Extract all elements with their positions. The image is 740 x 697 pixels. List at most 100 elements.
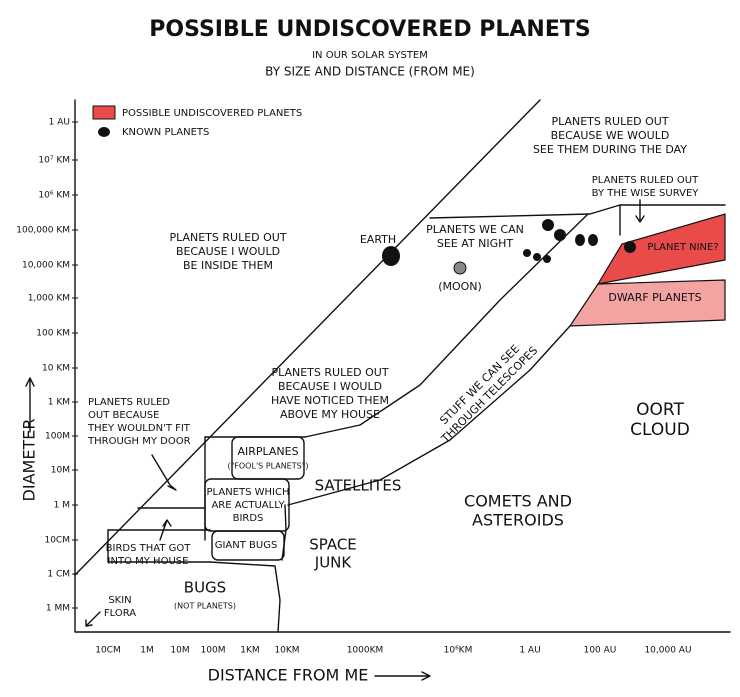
region-text: SEE THEM DURING THE DAY — [533, 143, 687, 156]
planet — [575, 234, 585, 246]
planet — [554, 229, 566, 241]
planet — [523, 249, 531, 257]
region-text: GIANT BUGS — [215, 540, 278, 551]
region-text: ARE ACTUALLY — [211, 500, 285, 511]
earth — [382, 246, 400, 266]
region-label: SKIN FLORA — [104, 595, 136, 619]
region-text: BECAUSE WE WOULD — [551, 129, 670, 142]
region-text: PLANETS WHICH — [207, 487, 290, 498]
region-text: INTO MY HOUSE — [108, 556, 189, 567]
region-label: GIANT BUGS — [215, 540, 278, 551]
x-tick-label: 10CM — [95, 646, 121, 656]
region-label: PLANETS RULED OUT BECAUSE THEY WOULDN'T FI… — [87, 397, 191, 447]
region-text: THROUGH MY DOOR — [87, 436, 191, 447]
arrow — [635, 199, 645, 223]
moon — [453, 261, 467, 275]
region-text: BY THE WISE SURVEY — [592, 188, 700, 199]
region-text: (NOT PLANETS) — [174, 602, 236, 611]
x-tick-label: 10⁶KM — [444, 646, 473, 656]
y-tick-label: 1 MM — [46, 604, 70, 614]
y-tick-label: 10M — [51, 466, 70, 476]
legend-label: KNOWN PLANETS — [122, 127, 209, 138]
planet — [543, 255, 551, 263]
region-text: COMETS AND — [464, 492, 572, 511]
region-text: PLANET NINE? — [647, 242, 718, 253]
line — [287, 325, 571, 506]
planet-nine-region — [596, 213, 726, 285]
region-text: ABOVE MY HOUSE — [280, 408, 380, 421]
region-text: BUGS — [184, 579, 226, 597]
arrow — [25, 377, 35, 433]
arrow — [85, 611, 101, 627]
y-tick-label: 1 CM — [47, 570, 70, 580]
region-text: PLANETS RULED OUT — [271, 366, 388, 379]
region-text: SKIN — [108, 595, 131, 606]
region-text: PLANETS RULED OUT — [169, 231, 286, 244]
region-text: BECAUSE I WOULD — [176, 245, 280, 258]
region-text: DWARF PLANETS — [608, 291, 701, 304]
region-text: BIRDS — [233, 513, 264, 524]
line — [107, 529, 211, 563]
x-tick-label: 1KM — [240, 646, 259, 656]
legend-label: POSSIBLE UNDISCOVERED PLANETS — [122, 108, 302, 119]
arrow — [159, 519, 172, 541]
region-text: PLANETS RULED — [88, 397, 170, 408]
region-text: BECAUSE I WOULD — [278, 380, 382, 393]
region-label: (MOON) — [438, 280, 482, 293]
region-label: SATELLITES — [315, 477, 402, 495]
question-badge — [624, 241, 636, 253]
region-text: JUNK — [314, 554, 353, 572]
y-tick-label: 10⁶ KM — [38, 191, 70, 201]
y-tick-label: 100M — [45, 432, 70, 442]
subtitle: BY SIZE AND DISTANCE (FROM ME) — [265, 65, 475, 79]
region-text: PLANETS RULED OUT — [551, 115, 668, 128]
region-text: (MOON) — [438, 280, 482, 293]
axes — [74, 99, 731, 633]
region-label: DWARF PLANETS — [608, 291, 701, 304]
subtitle: IN OUR SOLAR SYSTEM — [312, 50, 428, 61]
region-text: OORT — [636, 400, 684, 420]
region-text: SPACE — [309, 536, 357, 554]
y-tick-label: 1 M — [54, 501, 70, 511]
region-text: AIRPLANES — [237, 445, 298, 458]
region-text: BIRDS THAT GOT — [106, 543, 192, 554]
region-text: ("FOOL'S PLANETS") — [227, 462, 308, 471]
shapes — [25, 99, 731, 681]
region-text: FLORA — [104, 608, 136, 619]
region-text: OUT BECAUSE — [88, 410, 159, 421]
region-text: HAVE NOTICED THEM — [271, 394, 389, 407]
planet — [533, 253, 541, 261]
planets — [523, 219, 598, 263]
x-tick-label: 10KM — [274, 646, 299, 656]
y-tick-label: 100 KM — [36, 329, 70, 339]
legend-dot — [98, 127, 110, 137]
airplanes-box — [231, 436, 305, 480]
region-text: PLANETS WE CAN — [426, 223, 524, 236]
region-text: ASTEROIDS — [472, 511, 564, 530]
region-text: EARTH — [360, 233, 396, 246]
x-tick-label: 1000KM — [347, 646, 384, 656]
arrow — [374, 671, 431, 681]
x-tick-label: 10M — [170, 646, 189, 656]
y-axis-title: DIAMETER — [20, 419, 39, 502]
region-text: THEY WOULDN'T FIT — [87, 423, 191, 434]
legend-swatch — [92, 105, 116, 120]
line — [209, 561, 281, 633]
title: POSSIBLE UNDISCOVERED PLANETS — [149, 17, 590, 42]
y-tick-label: 1,000 KM — [28, 294, 70, 304]
planet — [588, 234, 598, 246]
arrow — [151, 454, 177, 491]
y-tick-label: 1 KM — [48, 398, 70, 408]
region-text: CLOUD — [630, 420, 690, 440]
region-text: THROUGH TELESCOPES — [438, 344, 540, 446]
region-label: PLANETS RULED OUT BY THE WISE SURVEY — [592, 175, 700, 199]
y-tick-label: 1 AU — [49, 118, 70, 128]
